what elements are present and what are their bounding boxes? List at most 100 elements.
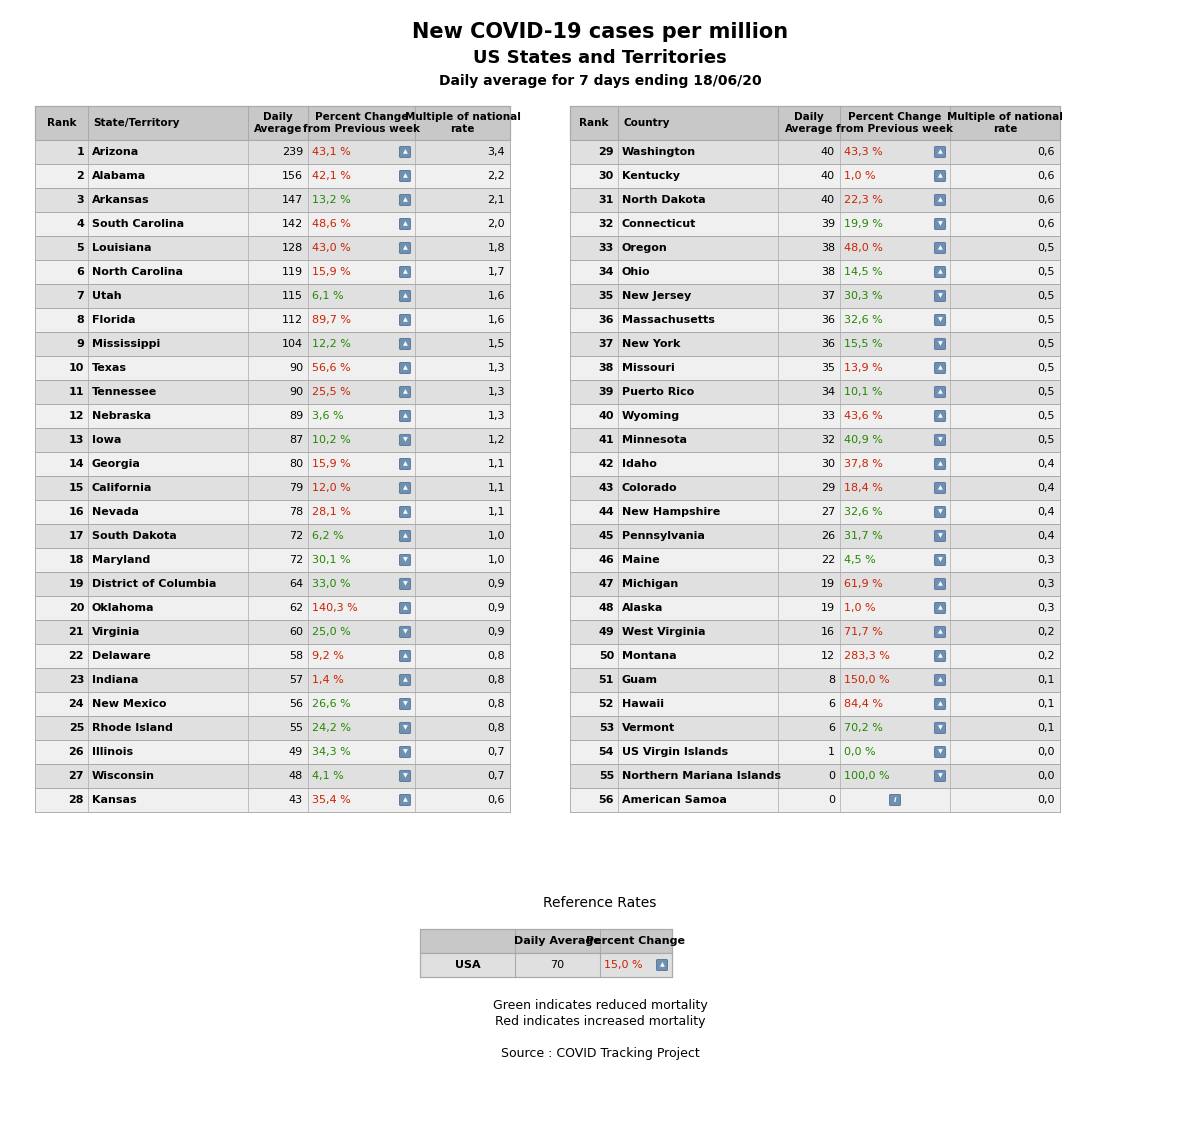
Text: 24,2 %: 24,2 % — [312, 723, 352, 733]
Text: ▲: ▲ — [937, 270, 942, 274]
Text: 33: 33 — [599, 243, 614, 253]
Text: 1,2: 1,2 — [487, 435, 505, 445]
Bar — [35, 475, 510, 500]
Text: 0,5: 0,5 — [1038, 339, 1055, 348]
Text: Arkansas: Arkansas — [92, 194, 150, 205]
Text: 147: 147 — [282, 194, 302, 205]
Text: Colorado: Colorado — [622, 483, 678, 493]
Text: 33,0 %: 33,0 % — [312, 579, 350, 589]
Text: Michigan: Michigan — [622, 579, 678, 589]
Text: ▼: ▼ — [937, 342, 942, 346]
Text: 10: 10 — [68, 363, 84, 373]
Text: 28: 28 — [68, 795, 84, 805]
Text: ▲: ▲ — [937, 581, 942, 587]
Text: 1,1: 1,1 — [487, 483, 505, 493]
Text: Vermont: Vermont — [622, 723, 676, 733]
Bar — [35, 716, 510, 740]
FancyBboxPatch shape — [935, 723, 946, 734]
Text: 31: 31 — [599, 194, 614, 205]
Text: 119: 119 — [282, 268, 302, 277]
Text: 37,8 %: 37,8 % — [844, 459, 883, 469]
Text: 140,3 %: 140,3 % — [312, 602, 358, 613]
Text: Arizona: Arizona — [92, 147, 139, 157]
Text: 15,0 %: 15,0 % — [604, 960, 643, 970]
Text: Iowa: Iowa — [92, 435, 121, 445]
Text: 43,3 %: 43,3 % — [844, 147, 883, 157]
Text: Puerto Rico: Puerto Rico — [622, 387, 695, 397]
Text: Connecticut: Connecticut — [622, 219, 696, 229]
Text: 1,0 %: 1,0 % — [844, 171, 876, 181]
Text: 19,9 %: 19,9 % — [844, 219, 883, 229]
FancyBboxPatch shape — [400, 459, 410, 470]
Text: 27: 27 — [68, 771, 84, 781]
Text: 2,0: 2,0 — [487, 219, 505, 229]
Bar — [35, 788, 510, 812]
FancyBboxPatch shape — [935, 770, 946, 781]
Text: 61,9 %: 61,9 % — [844, 579, 883, 589]
Text: Country: Country — [623, 118, 670, 128]
Text: Multiple of national
rate: Multiple of national rate — [947, 111, 1063, 134]
Text: 62: 62 — [289, 602, 302, 613]
Text: ▲: ▲ — [937, 365, 942, 371]
Text: New COVID-19 cases per million: New COVID-19 cases per million — [412, 22, 788, 42]
Text: 89,7 %: 89,7 % — [312, 315, 352, 325]
Text: Mississippi: Mississippi — [92, 339, 161, 348]
Text: Tennessee: Tennessee — [92, 387, 157, 397]
Text: 39: 39 — [599, 387, 614, 397]
Text: 0,0: 0,0 — [1038, 771, 1055, 781]
Text: Wyoming: Wyoming — [622, 411, 680, 422]
FancyBboxPatch shape — [400, 338, 410, 350]
Text: 60: 60 — [289, 627, 302, 637]
Bar — [570, 260, 1060, 284]
Text: ▲: ▲ — [403, 798, 407, 803]
Text: South Dakota: South Dakota — [92, 531, 176, 541]
Text: 0,0: 0,0 — [1038, 747, 1055, 756]
Text: 2,2: 2,2 — [487, 171, 505, 181]
FancyBboxPatch shape — [400, 410, 410, 422]
Text: 37: 37 — [599, 339, 614, 348]
Text: 0,8: 0,8 — [487, 699, 505, 709]
Bar — [35, 140, 510, 164]
Text: 19: 19 — [821, 602, 835, 613]
Text: 43: 43 — [599, 483, 614, 493]
Text: 0,3: 0,3 — [1038, 555, 1055, 565]
Text: Missouri: Missouri — [622, 363, 674, 373]
Text: 33: 33 — [821, 411, 835, 422]
Text: Nebraska: Nebraska — [92, 411, 151, 422]
Text: 1,1: 1,1 — [487, 507, 505, 517]
Bar — [570, 740, 1060, 764]
Text: 15,9 %: 15,9 % — [312, 459, 350, 469]
Text: ▲: ▲ — [937, 149, 942, 154]
Bar — [570, 212, 1060, 236]
Text: 72: 72 — [289, 555, 302, 565]
Text: Daily
Average: Daily Average — [254, 111, 302, 134]
Text: ▲: ▲ — [403, 653, 407, 659]
Text: 0,4: 0,4 — [1037, 531, 1055, 541]
Text: 0,5: 0,5 — [1038, 291, 1055, 301]
Text: 104: 104 — [282, 339, 302, 348]
Bar — [570, 428, 1060, 452]
Text: 47: 47 — [599, 579, 614, 589]
Text: Daily average for 7 days ending 18/06/20: Daily average for 7 days ending 18/06/20 — [439, 74, 761, 88]
Text: 0,0: 0,0 — [1038, 795, 1055, 805]
Bar — [570, 332, 1060, 356]
Text: 0,6: 0,6 — [1038, 147, 1055, 157]
Text: 1,6: 1,6 — [487, 315, 505, 325]
Text: 1,8: 1,8 — [487, 243, 505, 253]
Text: USA: USA — [455, 960, 480, 970]
FancyBboxPatch shape — [935, 746, 946, 758]
Bar — [570, 284, 1060, 308]
Text: District of Columbia: District of Columbia — [92, 579, 216, 589]
Text: 37: 37 — [821, 291, 835, 301]
FancyBboxPatch shape — [935, 171, 946, 181]
FancyBboxPatch shape — [400, 723, 410, 734]
Text: ▲: ▲ — [937, 198, 942, 202]
Text: 13,2 %: 13,2 % — [312, 194, 350, 205]
Text: 25,0 %: 25,0 % — [312, 627, 350, 637]
Text: Idaho: Idaho — [622, 459, 656, 469]
Text: 49: 49 — [599, 627, 614, 637]
Text: 19: 19 — [68, 579, 84, 589]
Text: Percent Change
from Previous week: Percent Change from Previous week — [302, 111, 420, 134]
Text: 15: 15 — [68, 483, 84, 493]
Text: 150,0 %: 150,0 % — [844, 676, 889, 685]
